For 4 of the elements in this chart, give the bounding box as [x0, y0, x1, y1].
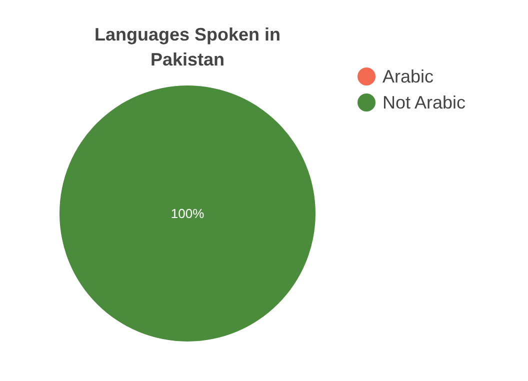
legend-label: Arabic — [382, 66, 434, 86]
data-label: 100% — [170, 206, 205, 221]
legend-label: Not Arabic — [382, 92, 466, 112]
chart-title: Languages Spoken in Pakistan — [94, 24, 281, 70]
